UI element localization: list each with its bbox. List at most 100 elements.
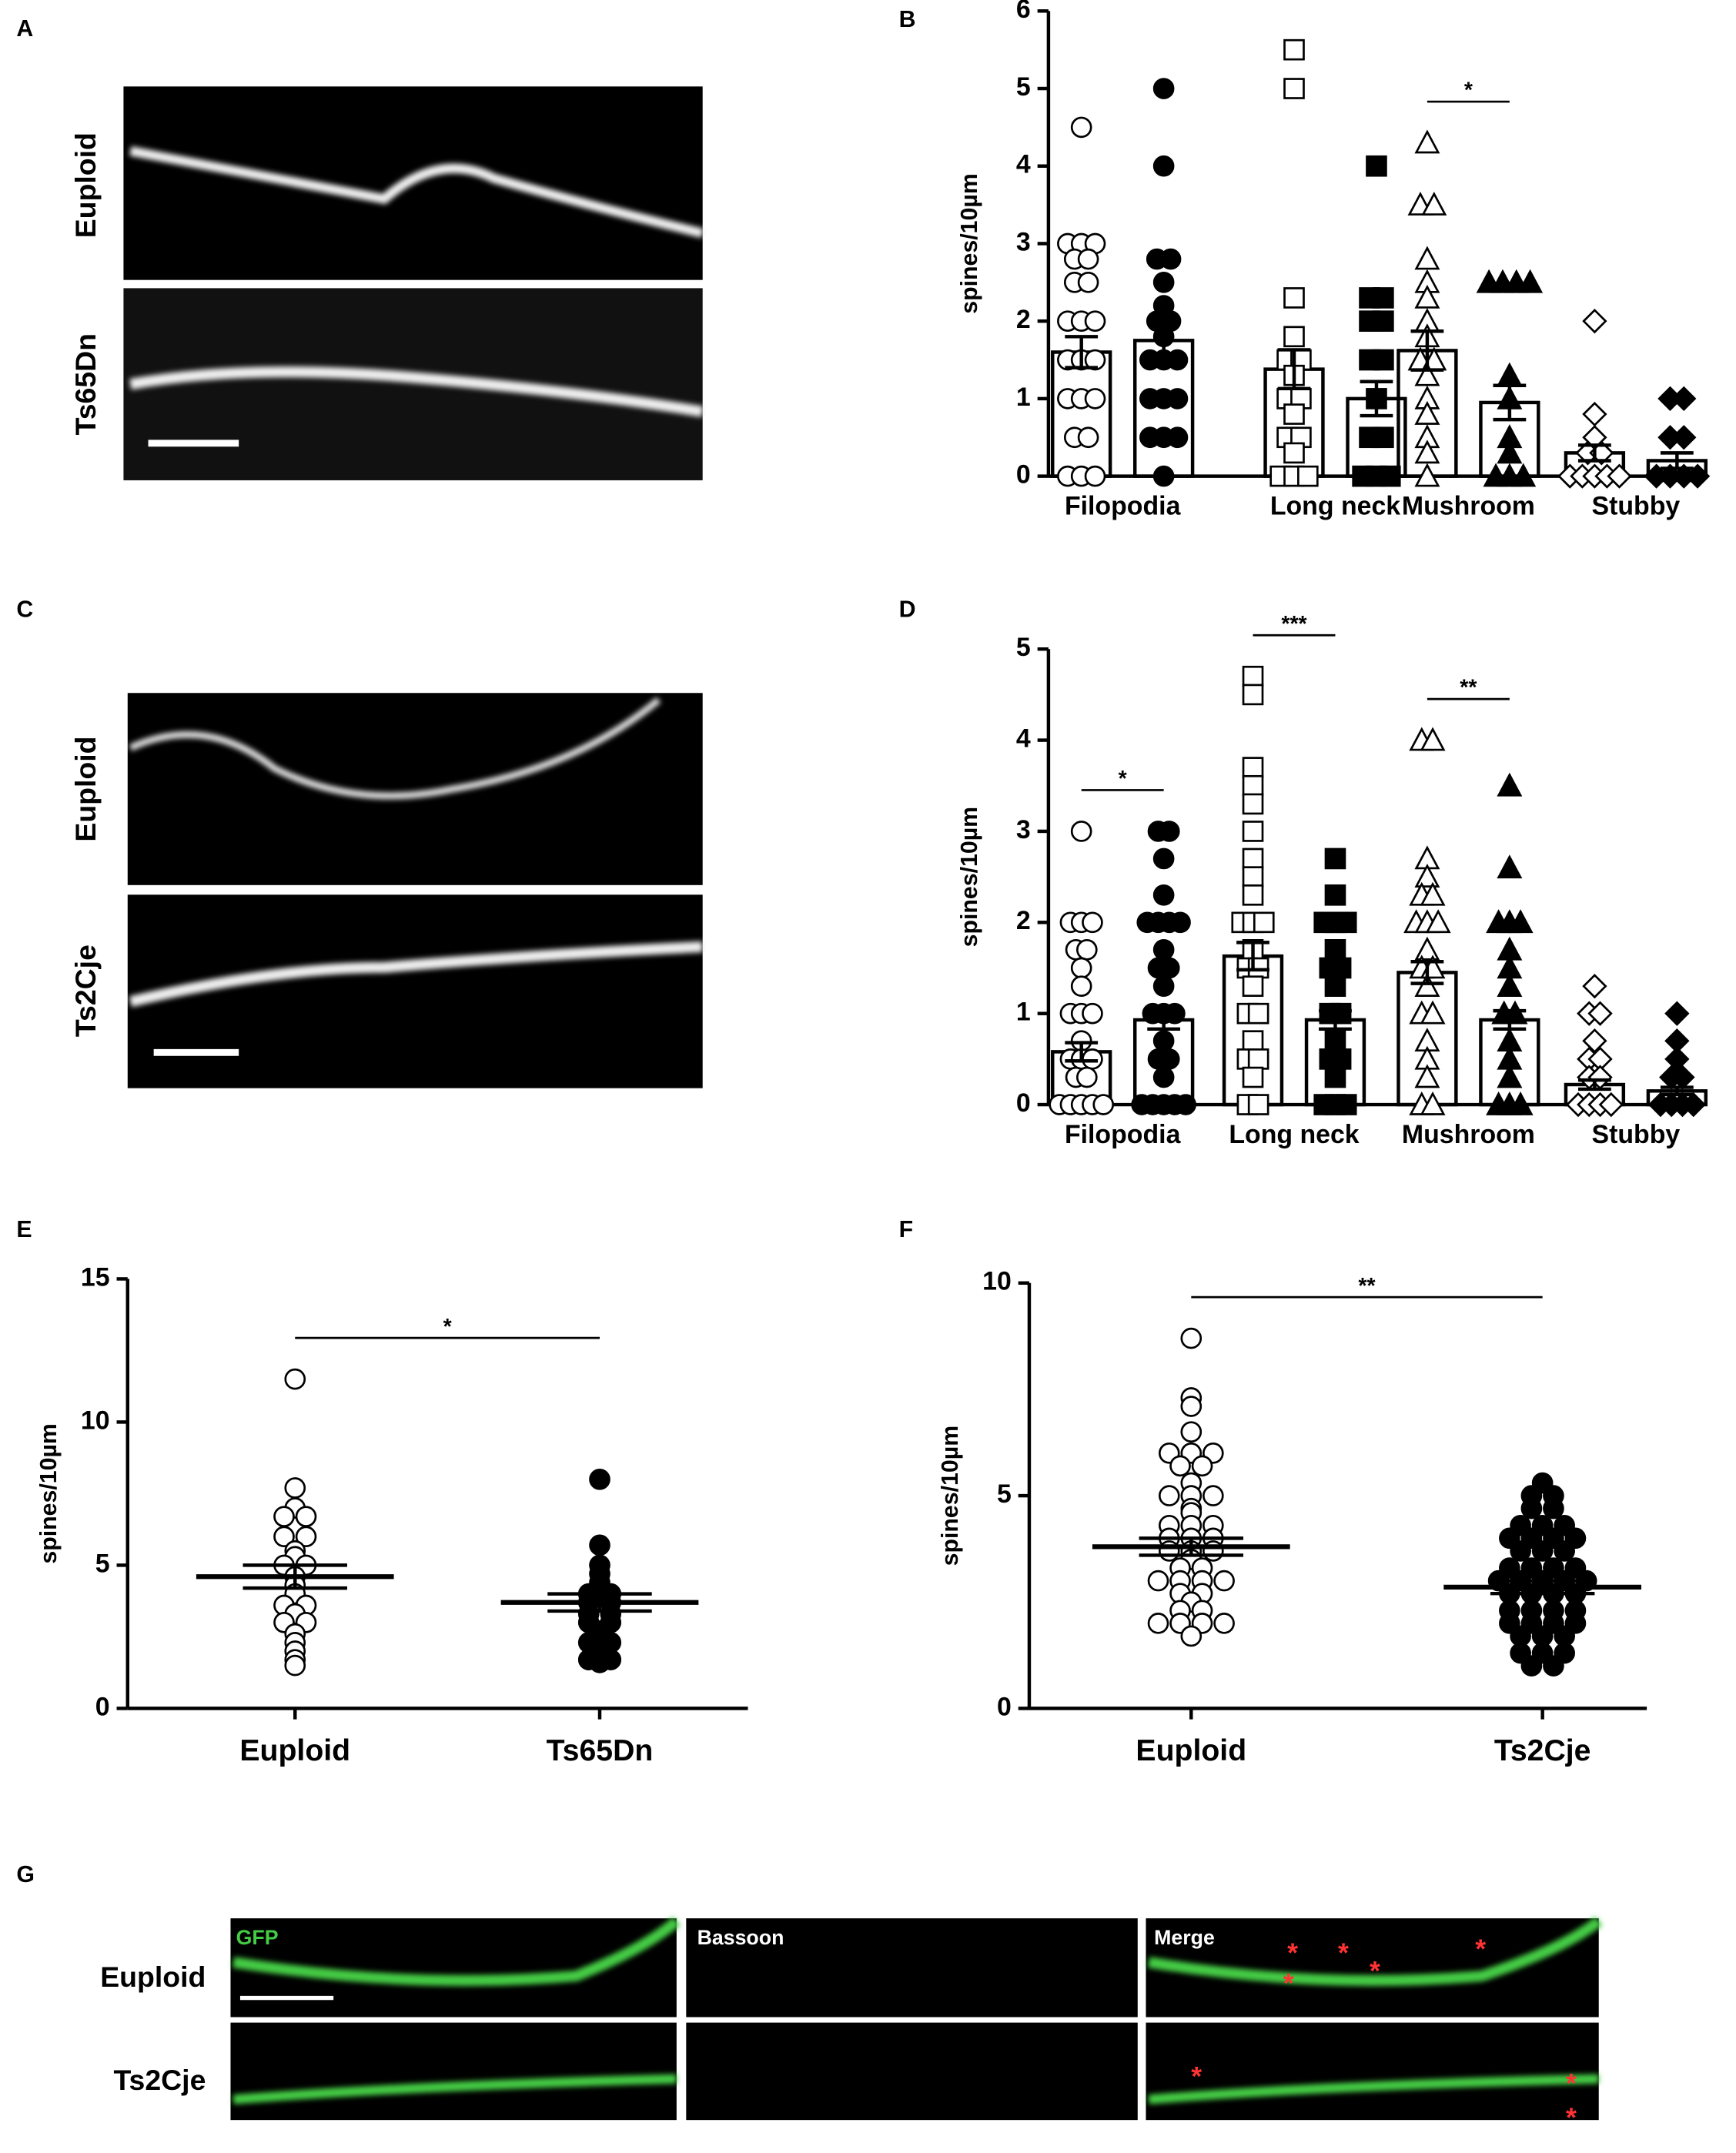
micrograph (686, 2022, 1138, 2121)
micrograph (686, 1918, 1138, 2018)
significance-label: * (1464, 79, 1473, 103)
point (1158, 821, 1180, 842)
point (1152, 1066, 1175, 1088)
point (1213, 1613, 1235, 1634)
point (1297, 465, 1319, 487)
point (1335, 911, 1357, 934)
point (1414, 284, 1440, 309)
point (1664, 1001, 1690, 1026)
point (1283, 38, 1305, 61)
point (1373, 349, 1394, 371)
y-tick-label: 1 (1016, 998, 1031, 1027)
point (1497, 440, 1523, 464)
y-tick-label: 3 (1016, 227, 1031, 256)
point (1070, 821, 1092, 842)
point (295, 1526, 317, 1548)
dendrite (129, 697, 661, 800)
point (1671, 425, 1697, 450)
significance-label: * (443, 1315, 453, 1339)
point (1414, 362, 1440, 386)
synapse-marker: * (1566, 2102, 1577, 2133)
point (1191, 1455, 1213, 1477)
x-tick-label: Stubby (1591, 492, 1680, 521)
point (1414, 1064, 1440, 1088)
micrograph (230, 2022, 677, 2121)
point (589, 1534, 610, 1556)
point (1169, 911, 1191, 934)
panel-label: B (899, 7, 916, 32)
y-tick-label: 0 (1016, 1088, 1031, 1118)
point (1283, 287, 1305, 309)
point (1330, 957, 1352, 979)
y-tick-label: 5 (1016, 633, 1031, 662)
y-tick-label: 0 (1016, 460, 1031, 490)
point (1084, 388, 1106, 410)
point (1242, 1030, 1264, 1052)
y-tick-label: 15 (81, 1262, 110, 1292)
point (1242, 847, 1264, 870)
micrograph (123, 288, 703, 480)
dendrite (232, 2074, 677, 2105)
dendrite (1147, 1917, 1603, 1987)
point (1242, 975, 1264, 997)
point (1587, 1001, 1613, 1026)
point (1242, 757, 1264, 778)
synapse-marker: * (1338, 1937, 1349, 1968)
y-axis-label: spines/10µm (957, 807, 982, 948)
y-tick-label: 0 (997, 1692, 1012, 1721)
y-tick-label: 2 (1016, 305, 1031, 334)
point (1159, 248, 1182, 270)
point (1202, 1485, 1224, 1506)
point (1169, 1455, 1191, 1477)
synapse-marker: * (1191, 2061, 1202, 2092)
x-tick-label: Euploid (1136, 1734, 1246, 1767)
point (1152, 271, 1175, 293)
point (1497, 1064, 1523, 1088)
chart: 0 1 2 3 4 5 spines/10µm Filopodia Long neck Mushr… (957, 612, 1708, 1149)
point (1414, 400, 1440, 425)
point (1497, 973, 1523, 997)
point (1077, 426, 1099, 449)
point (1242, 1066, 1264, 1088)
column-label: GFP (236, 1926, 279, 1949)
point (1582, 1028, 1607, 1054)
point (1082, 1048, 1103, 1070)
point (589, 1468, 610, 1490)
point (1425, 909, 1451, 934)
point (1076, 939, 1098, 961)
point (273, 1526, 295, 1548)
point (1166, 388, 1189, 410)
point (284, 1654, 306, 1677)
point (1082, 1002, 1103, 1025)
point (1414, 936, 1440, 961)
y-tick-label: 0 (95, 1692, 110, 1721)
point (1247, 1002, 1269, 1025)
dendrite (129, 941, 704, 1008)
chart: 0 5 10 15 spines/10µm Euploid Ts65Dn * (36, 1262, 748, 1767)
row-label: Ts65Dn (69, 333, 102, 435)
point (1373, 426, 1394, 449)
point (1507, 909, 1534, 934)
point (1510, 1540, 1531, 1562)
point (1180, 1421, 1202, 1443)
point (1510, 463, 1537, 487)
point (1152, 465, 1175, 487)
x-tick-label: Filopodia (1065, 492, 1182, 521)
point (1242, 866, 1264, 888)
point (1070, 975, 1092, 997)
point (1175, 1094, 1196, 1115)
y-tick-label: 4 (1016, 150, 1031, 179)
point (1684, 463, 1711, 489)
point (1070, 116, 1092, 139)
point (1607, 463, 1632, 489)
dendrite (129, 366, 704, 417)
point (1324, 884, 1346, 906)
column-label: Bassoon (697, 1926, 784, 1949)
point (1324, 975, 1346, 997)
x-tick-label: Long neck (1229, 1120, 1359, 1149)
point (1180, 1396, 1202, 1417)
point (1166, 349, 1189, 371)
point (1164, 1002, 1186, 1025)
point (1077, 248, 1099, 270)
point (284, 1477, 306, 1499)
